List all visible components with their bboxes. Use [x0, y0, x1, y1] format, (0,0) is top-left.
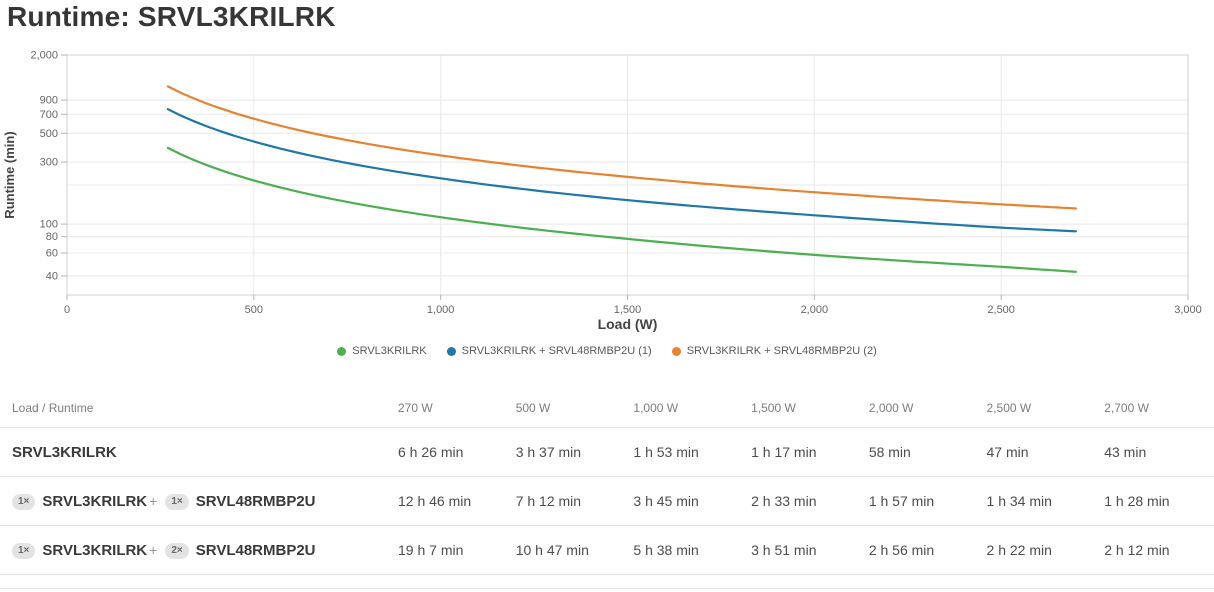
x-axis-tick-label: 1,500 [614, 304, 642, 316]
runtime-cell: 5 h 38 min [625, 525, 744, 575]
y-axis-tick-label: 80 [46, 231, 58, 243]
header-load-col-1: 270 W [390, 388, 508, 428]
runtime-cell: 6 h 26 min [390, 427, 508, 477]
runtime-cell: 47 min [978, 427, 1097, 477]
table-bottom-spacer [0, 574, 1214, 589]
y-axis-tick-label: 700 [40, 109, 58, 121]
y-axis-title: Runtime (min) [2, 131, 17, 218]
legend-item-0[interactable]: SRVL3KRILRK [337, 345, 427, 357]
x-axis-tick-label: 1,000 [427, 304, 455, 316]
product-name: SRVL3KRILRK [42, 541, 148, 559]
header-load-runtime: Load / Runtime [0, 388, 390, 428]
runtime-cell: 1 h 28 min [1096, 476, 1214, 526]
table-row-0: SRVL3KRILRK 6 h 26 min 3 h 37 min 1 h 53 mi… [0, 427, 1214, 477]
runtime-cell: 2 h 22 min [978, 525, 1097, 575]
legend-dot-icon [446, 346, 456, 356]
runtime-cell: 3 h 51 min [743, 525, 861, 575]
runtime-table-header: Load / Runtime 270 W 500 W 1,000 W 1,500 W 2,… [0, 388, 1214, 428]
header-load-col-3: 1,000 W [625, 388, 744, 428]
product-name: SRVL3KRILRK [12, 443, 117, 461]
legend-label: SRVL3KRILRK [352, 345, 427, 357]
header-load-col-5: 2,000 W [860, 388, 979, 428]
table-row-1: 1× SRVL3KRILRK +1× SRVL48RMBP2U 12 h 46 min 7… [0, 476, 1214, 526]
runtime-cell: 12 h 46 min [390, 476, 508, 526]
legend-item-2[interactable]: SRVL3KRILRK + SRVL48RMBP2U (2) [671, 345, 877, 357]
runtime-cell: 58 min [860, 427, 979, 477]
runtime-cell: 19 h 7 min [390, 525, 508, 575]
legend-label: SRVL3KRILRK + SRVL48RMBP2U (1) [461, 345, 652, 357]
product-name: SRVL3KRILRK [42, 492, 148, 510]
runtime-cell: 10 h 47 min [507, 525, 626, 575]
runtime-chart: 0 500 1,000 1,500 2,000 2,500 3,000 2,000 900 700… [2, 50, 1202, 333]
runtime-cell: 7 h 12 min [507, 476, 626, 526]
x-axis-tick-label: 2,500 [987, 304, 1015, 316]
chart-legend: SRVL3KRILRK SRVL3KRILRK + SRVL48RMBP2U (1… [0, 345, 1214, 357]
x-axis-title: Load (W) [598, 316, 658, 332]
configuration-cell: 1× SRVL3KRILRK +2× SRVL48RMBP2U [0, 525, 390, 575]
header-load-col-2: 500 W [507, 388, 626, 428]
runtime-cell: 1 h 57 min [860, 476, 979, 526]
y-axis-tick-label: 900 [40, 95, 58, 107]
runtime-cell: 1 h 34 min [978, 476, 1097, 526]
y-axis-tick-label: 40 [46, 270, 58, 282]
product-name: SRVL48RMBP2U [195, 492, 316, 510]
header-load-col-4: 1,500 W [743, 388, 861, 428]
runtime-cell: 43 min [1096, 427, 1214, 477]
series-line-0 [166, 146, 1077, 273]
x-axis-tick-label: 0 [64, 304, 70, 316]
runtime-table-body: SRVL3KRILRK 6 h 26 min 3 h 37 min 1 h 53 mi… [0, 427, 1214, 589]
configuration-cell: 1× SRVL3KRILRK +1× SRVL48RMBP2U [0, 476, 390, 526]
plus-separator: + [149, 541, 158, 558]
y-axis-tick-label: 100 [40, 219, 58, 231]
series-line-2 [166, 85, 1077, 210]
runtime-cell: 2 h 12 min [1096, 525, 1214, 575]
product-name: SRVL48RMBP2U [195, 541, 316, 559]
x-axis-tick-label: 3,000 [1174, 304, 1202, 316]
runtime-table: Load / Runtime 270 W 500 W 1,000 W 1,500 W 2,… [0, 388, 1214, 589]
y-axis-tick-label: 500 [40, 128, 58, 140]
table-row-2: 1× SRVL3KRILRK +2× SRVL48RMBP2U 19 h 7 min 10… [0, 525, 1214, 575]
spacer-cell [0, 574, 1214, 589]
plus-separator: + [149, 492, 158, 509]
legend-item-1[interactable]: SRVL3KRILRK + SRVL48RMBP2U (1) [446, 345, 652, 357]
quantity-badge: 1× [12, 493, 36, 510]
series-line-1 [166, 108, 1077, 233]
table-header-row: Load / Runtime 270 W 500 W 1,000 W 1,500 W 2,… [0, 388, 1214, 428]
header-load-col-6: 2,500 W [978, 388, 1097, 428]
configuration-cell: SRVL3KRILRK [0, 427, 390, 477]
runtime-cell: 1 h 17 min [743, 427, 861, 477]
legend-label: SRVL3KRILRK + SRVL48RMBP2U (2) [686, 345, 877, 357]
header-load-col-7: 2,700 W [1096, 388, 1214, 428]
runtime-cell: 1 h 53 min [625, 427, 744, 477]
runtime-cell: 3 h 45 min [625, 476, 744, 526]
page-title: Runtime: SRVL3KRILRK [7, 1, 336, 32]
x-axis-tick-label: 2,000 [801, 304, 829, 316]
x-axis-tick-label: 500 [245, 304, 263, 316]
runtime-cell: 2 h 33 min [743, 476, 861, 526]
legend-dot-icon [337, 346, 347, 356]
runtime-cell: 3 h 37 min [507, 427, 626, 477]
quantity-badge: 1× [12, 542, 36, 559]
y-axis-tick-label: 300 [40, 157, 58, 169]
legend-dot-icon [671, 346, 681, 356]
quantity-badge: 1× [165, 493, 189, 510]
quantity-badge: 2× [165, 542, 189, 559]
y-axis-tick-label: 2,000 [30, 50, 58, 62]
runtime-cell: 2 h 56 min [860, 525, 979, 575]
y-axis-tick-label: 60 [46, 248, 58, 260]
